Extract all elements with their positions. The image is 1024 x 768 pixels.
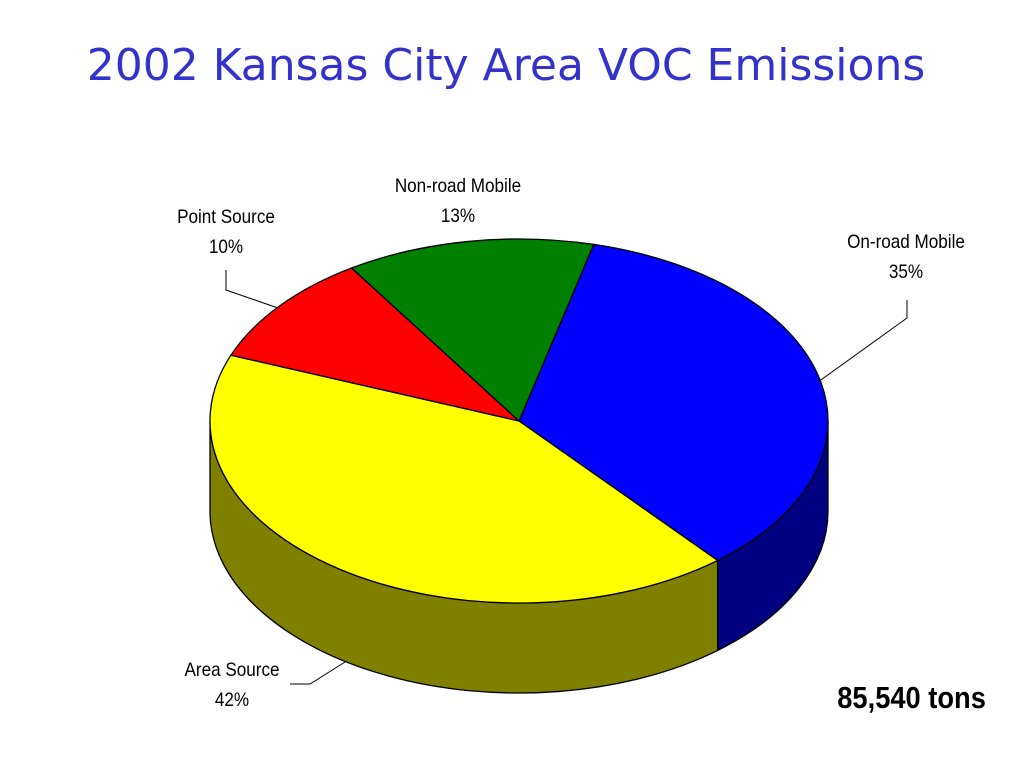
label-name-non-road-mobile: Non-road Mobile (395, 175, 521, 196)
label-name-point-source: Point Source (177, 206, 275, 227)
slice-non-road-mobile (350, 238, 595, 422)
slice-labels: On-road Mobile 35% Area Source 42% Point Sou… (177, 175, 965, 710)
leader-point-source (225, 270, 279, 309)
chart-title: 2002 Kansas City Area VOC Emissions (86, 40, 926, 91)
pie-slices (209, 238, 829, 604)
leader-on-road-mobile (817, 300, 908, 383)
label-value-point-source: 10% (209, 236, 243, 257)
label-value-on-road-mobile: 35% (889, 261, 923, 282)
label-name-area-source: Area Source (185, 659, 280, 680)
slice-area-source (209, 354, 719, 604)
label-value-area-source: 42% (215, 689, 249, 710)
leader-area-source (290, 661, 346, 685)
label-leaders (225, 270, 908, 685)
total-tons: 85,540 tons (837, 680, 986, 715)
slice-point-source (230, 267, 520, 422)
label-name-on-road-mobile: On-road Mobile (847, 231, 965, 252)
label-value-non-road-mobile: 13% (441, 205, 475, 226)
